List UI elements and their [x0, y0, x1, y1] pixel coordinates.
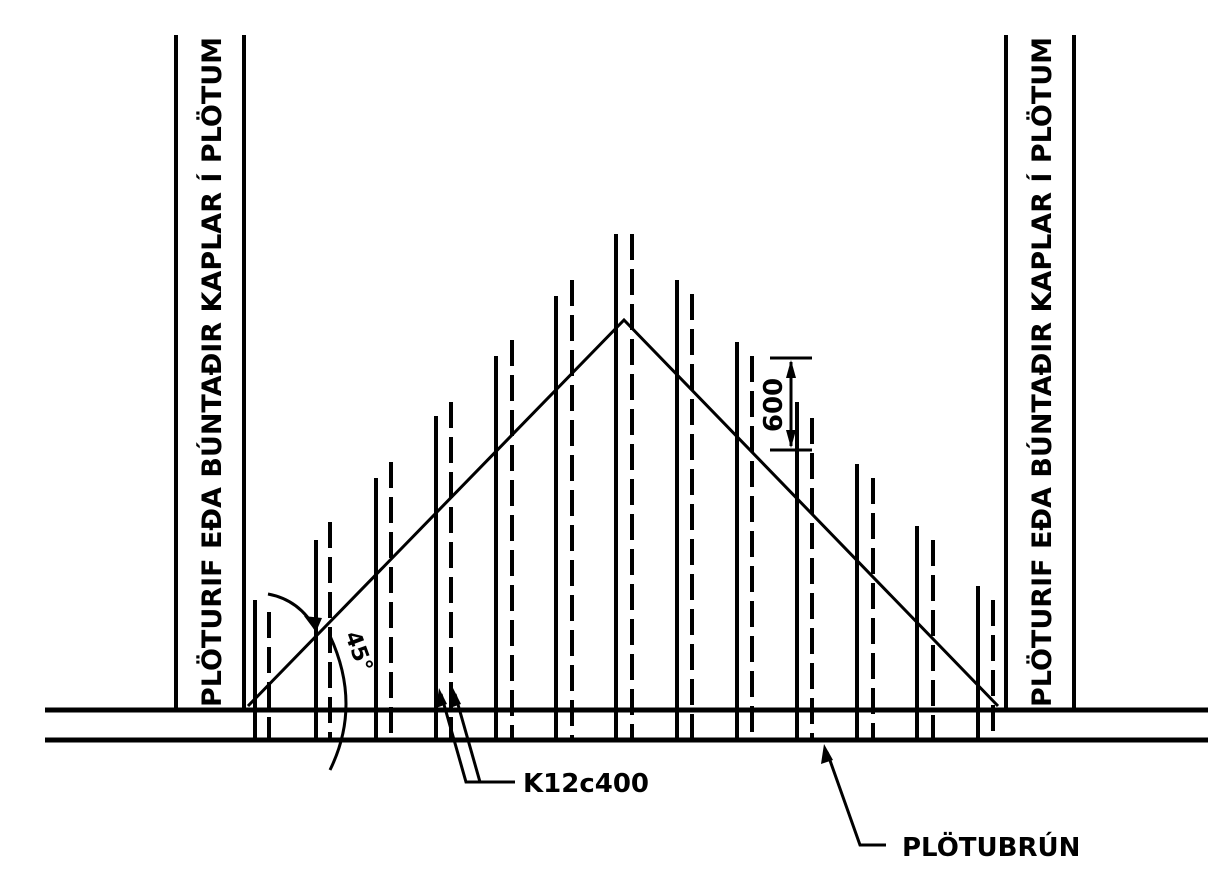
- bars-dashed: [267, 234, 995, 740]
- rib-band-boundaries: [174, 35, 1076, 710]
- edge-callout-leader: [821, 744, 886, 847]
- spacing-dimension: [770, 356, 812, 452]
- angle-arc-lower: [328, 635, 348, 771]
- edge-leader-line: [825, 751, 886, 847]
- leader-line-2: [453, 693, 482, 783]
- angle-label: 45°: [339, 628, 377, 676]
- leader-arrow-head-1: [436, 688, 447, 708]
- slab-edge: [45, 707, 1208, 743]
- leader-arrow-head-2: [450, 688, 461, 708]
- edge-leader-arrow-head: [821, 744, 833, 764]
- spacing-dimension-label: 600: [759, 378, 789, 432]
- bar-callout-label: K12c400: [523, 769, 649, 799]
- angle-arc: [267, 592, 318, 631]
- angle-arrow-head: [304, 616, 322, 632]
- leader-line-1: [439, 693, 515, 784]
- left-band-label: PLÖTURIF EÐA BÚNTAÐIR KAPLAR Í PLÖTUM: [195, 37, 228, 707]
- bar-callout-leader: [436, 688, 515, 784]
- right-band-label: PLÖTURIF EÐA BÚNTAÐIR KAPLAR Í PLÖTUM: [1025, 37, 1058, 707]
- bars-solid: [253, 234, 980, 740]
- envelope-triangle: [246, 317, 1000, 708]
- dimension-arrow-up: [786, 360, 796, 378]
- edge-callout-label: PLÖTUBRÚN: [902, 830, 1080, 863]
- angle-indicator: [267, 592, 348, 771]
- dimension-arrow-down: [786, 430, 796, 448]
